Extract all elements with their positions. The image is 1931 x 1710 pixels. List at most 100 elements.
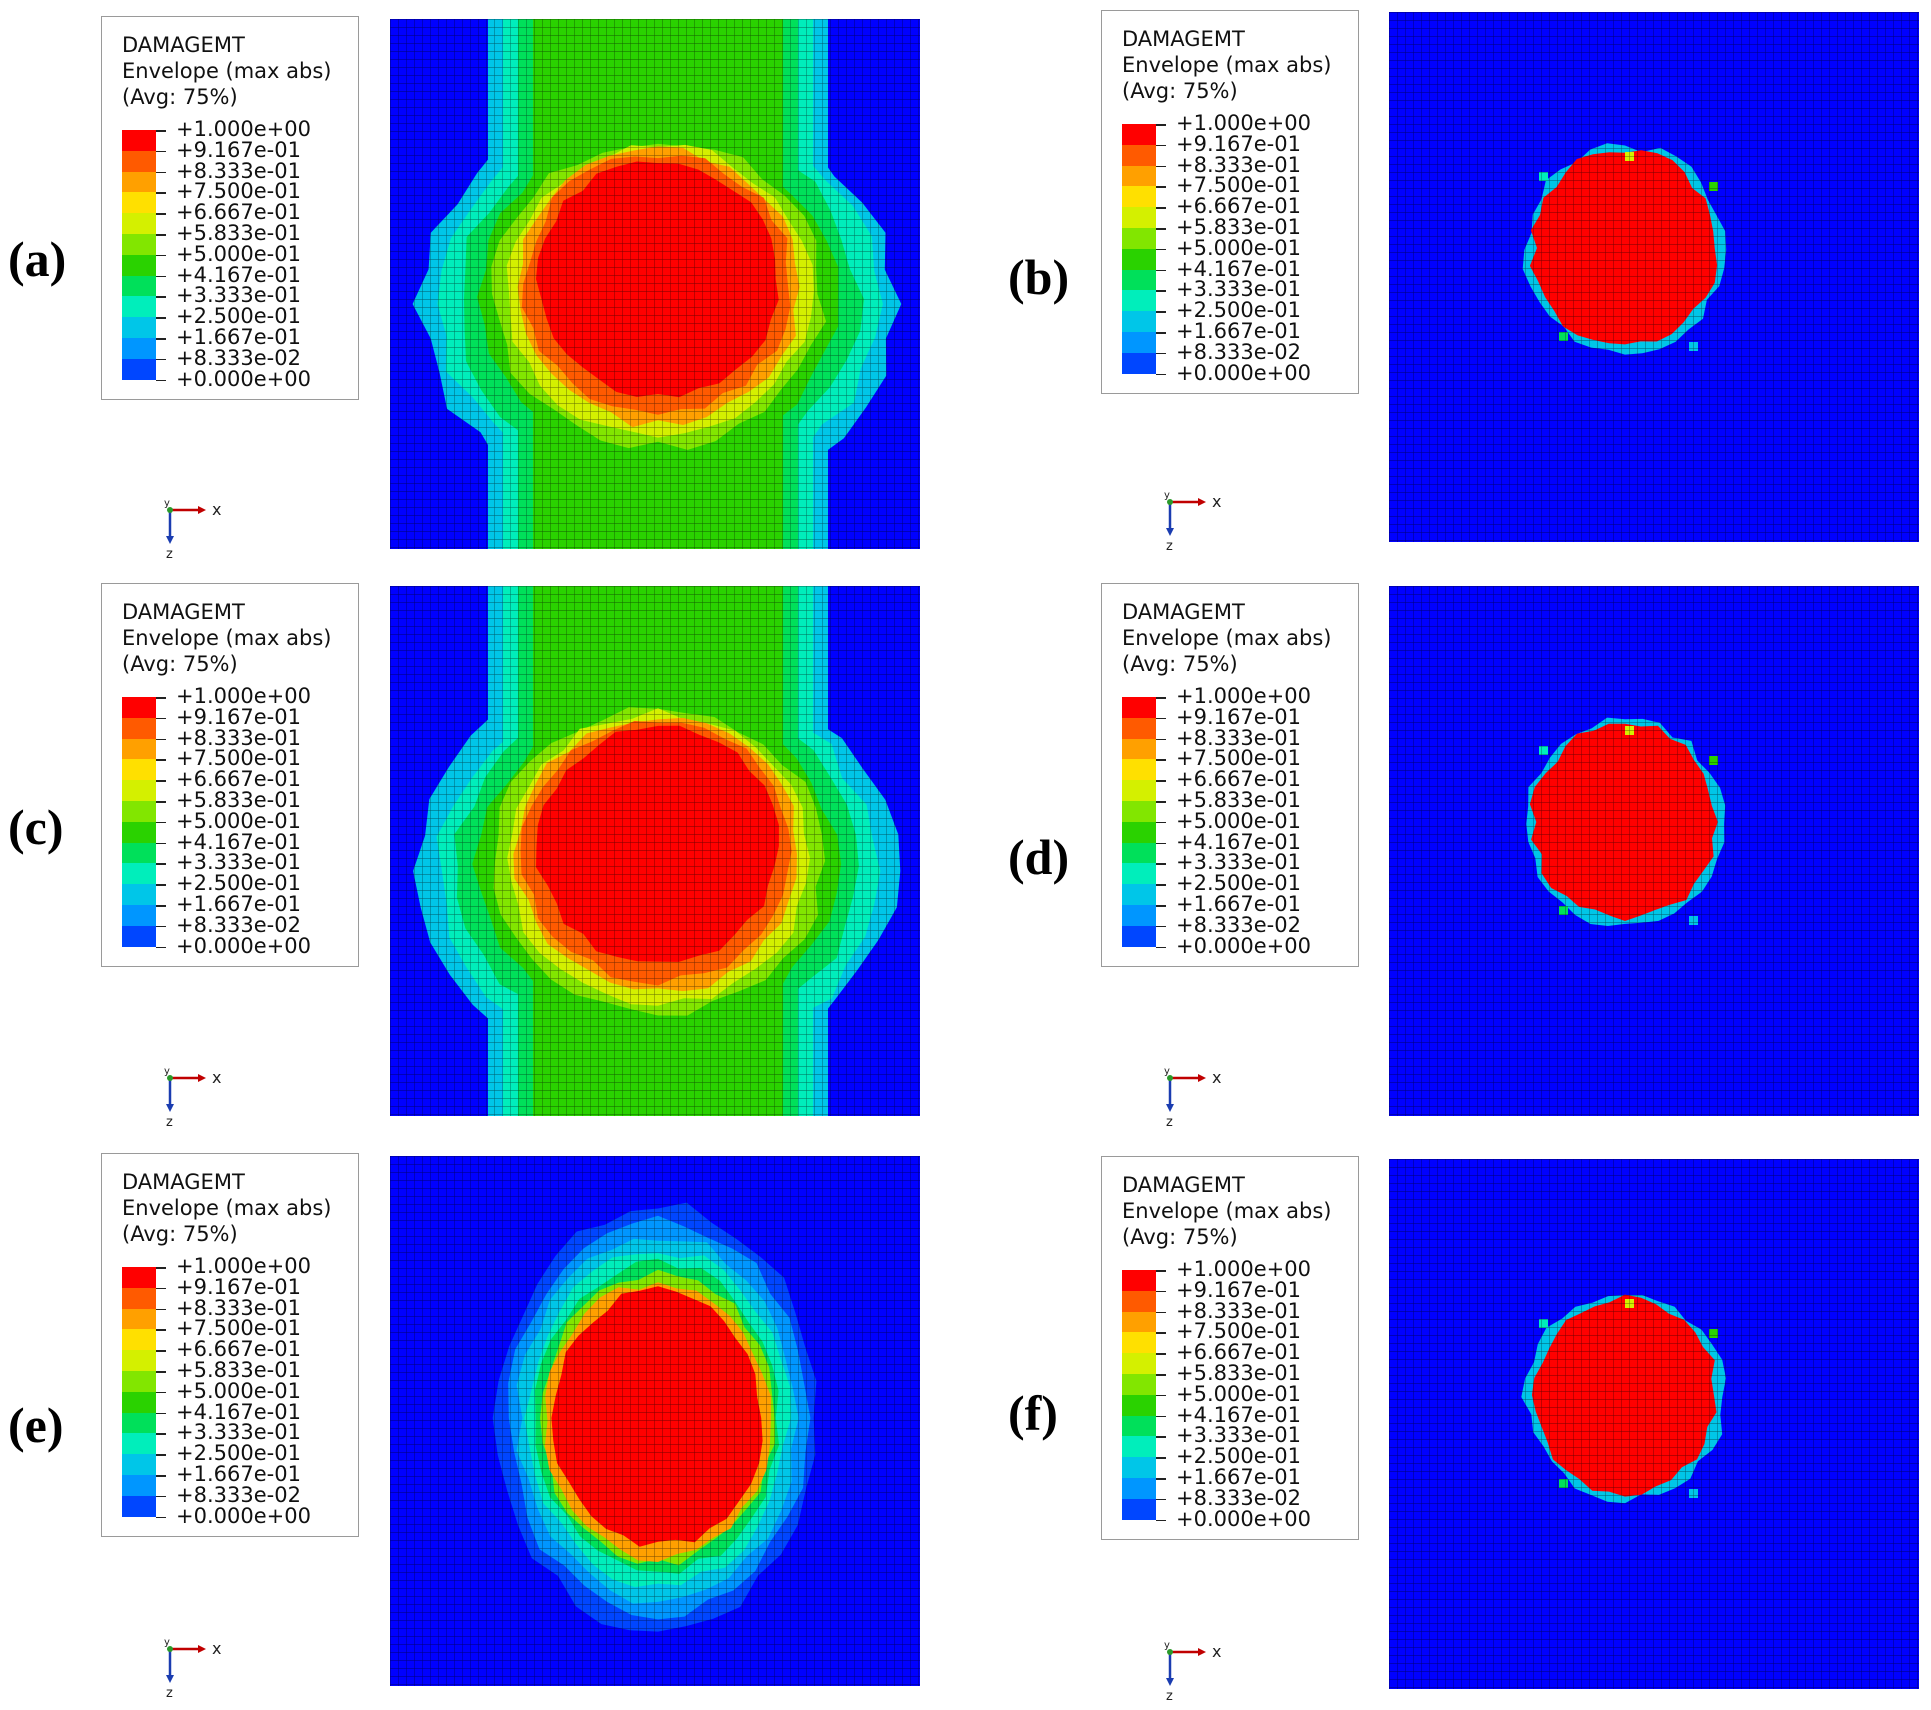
y-axis-marker: [167, 1646, 173, 1652]
legend-swatch: [1122, 738, 1156, 760]
legend-tick: [1156, 780, 1166, 782]
legend-value: +4.167e-01: [176, 1399, 301, 1424]
panel-label: (c): [8, 799, 64, 855]
contour-plot: [1389, 586, 1919, 1116]
legend-value: +8.333e-02: [176, 912, 301, 937]
legend-tick: [1156, 1394, 1166, 1397]
legend-tick: [1156, 1270, 1166, 1272]
z-axis-arrowhead: [166, 1675, 174, 1683]
legend-swatch: [122, 130, 156, 151]
legend-tick: [156, 150, 166, 153]
legend-value: +8.333e-02: [176, 1482, 301, 1507]
legend-value: +1.667e-01: [1176, 1465, 1301, 1489]
panel-label: (b): [1008, 249, 1070, 305]
legend-tick: [156, 338, 166, 340]
legend-swatch: [122, 1329, 156, 1351]
legend-value: +4.167e-01: [1176, 829, 1301, 854]
legend-tick: [1156, 1353, 1166, 1355]
x-axis-label: x: [212, 500, 221, 519]
z-axis-arrowhead: [1166, 528, 1174, 536]
legend-value: +7.500e-01: [1176, 173, 1301, 198]
legend-value: +5.833e-01: [176, 221, 301, 245]
legend-tick: [1156, 290, 1166, 292]
z-axis-arrowhead: [1166, 1678, 1174, 1686]
legend-tick: [156, 905, 166, 907]
legend-tick: [1156, 1457, 1166, 1459]
axis-triad: x y z: [1160, 1640, 1240, 1704]
y-axis-marker: [1167, 1649, 1173, 1655]
mesh-grid: [390, 1156, 920, 1686]
legend-title-line: Envelope (max abs): [122, 626, 332, 650]
legend-tick: [1156, 373, 1166, 376]
legend-swatch: [1122, 144, 1156, 166]
legend-swatch: [1122, 821, 1156, 843]
legend-tick: [156, 1454, 166, 1456]
legend-value: +8.333e-01: [1176, 1298, 1301, 1323]
legend-swatch: [1122, 1353, 1156, 1374]
legend-box: DAMAGEMT Envelope (max abs) (Avg: 75%) +1.0…: [1101, 10, 1359, 394]
legend-swatch: [122, 801, 156, 822]
x-axis-label: x: [1212, 1068, 1221, 1087]
legend-tick: [156, 254, 166, 257]
legend-value: +6.667e-01: [176, 200, 301, 225]
legend-swatch: [122, 192, 156, 214]
legend-title-line: DAMAGEMT: [1122, 1173, 1245, 1197]
y-axis-marker: [167, 1075, 173, 1081]
legend-title-line: DAMAGEMT: [1122, 27, 1245, 51]
legend-swatch: [1122, 1332, 1156, 1354]
legend-value: +0.000e+00: [1176, 933, 1311, 958]
legend-tick: [1156, 842, 1166, 845]
legend-swatch: [122, 1495, 156, 1517]
legend-value: +8.333e-02: [1176, 1485, 1301, 1510]
legend-tick: [156, 1308, 166, 1311]
legend-value: +3.333e-01: [1176, 850, 1301, 875]
legend-tick: [1156, 884, 1166, 886]
legend-value: +5.833e-01: [1176, 1361, 1301, 1385]
legend-tick: [1156, 1519, 1166, 1522]
z-axis-label: z: [1166, 1689, 1173, 1704]
legend-box: DAMAGEMT Envelope (max abs) (Avg: 75%) +1.0…: [1101, 1156, 1359, 1540]
legend-value: +9.167e-01: [176, 137, 301, 162]
legend-tick: [1156, 1415, 1166, 1418]
legend-swatch: [122, 884, 156, 905]
legend-value: +1.000e+00: [1176, 1257, 1311, 1281]
legend-swatch: [1122, 1394, 1156, 1416]
legend-value: +5.000e-01: [1176, 235, 1301, 260]
legend-tick: [156, 717, 166, 720]
legend-value: +1.000e+00: [176, 1254, 311, 1278]
legend-swatch: [1122, 1290, 1156, 1312]
legend-value: +4.167e-01: [176, 829, 301, 854]
legend-swatch: [1122, 842, 1156, 864]
y-axis-label: y: [164, 498, 170, 509]
legend-swatch: [1122, 207, 1156, 228]
z-axis-label: z: [1166, 1115, 1173, 1130]
contour-plot: [390, 19, 920, 549]
legend-value: +7.500e-01: [1176, 746, 1301, 771]
legend-value: +1.667e-01: [1176, 319, 1301, 343]
legend-tick: [156, 759, 166, 761]
legend-value: +2.500e-01: [176, 1441, 301, 1466]
legend-tick: [156, 213, 166, 215]
y-axis-marker: [1167, 1075, 1173, 1081]
legend-value: +8.333e-01: [176, 1295, 301, 1320]
legend-swatch: [1122, 186, 1156, 208]
legend-value: +6.667e-01: [1176, 194, 1301, 219]
legend-value: +5.000e-01: [176, 1378, 301, 1403]
legend-tick: [1156, 1498, 1166, 1501]
legend-swatch: [1122, 1415, 1156, 1437]
legend-swatch: [1122, 332, 1156, 353]
y-axis-label: y: [164, 1066, 170, 1077]
y-axis-label: y: [1164, 1066, 1170, 1077]
legend-tick: [156, 1267, 166, 1269]
legend-value: +6.667e-01: [176, 1337, 301, 1362]
legend-tick: [156, 821, 166, 824]
y-axis-label: y: [1164, 1640, 1170, 1651]
x-axis-arrowhead: [198, 1645, 206, 1653]
axis-triad: x y z: [1160, 1066, 1240, 1130]
legend-box: DAMAGEMT Envelope (max abs) (Avg: 75%) +1.0…: [101, 16, 359, 400]
z-axis-arrowhead: [166, 536, 174, 544]
legend-swatch: [1122, 124, 1156, 145]
legend-value: +8.333e-01: [176, 725, 301, 750]
legend-title-line: Envelope (max abs): [1122, 1199, 1332, 1223]
legend-tick: [156, 1391, 166, 1394]
